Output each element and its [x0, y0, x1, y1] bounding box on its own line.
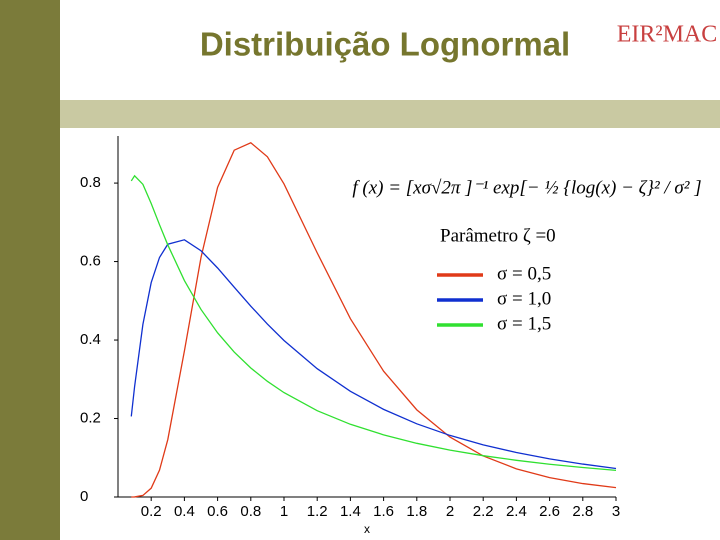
series-line — [130, 174, 617, 472]
x-tick-label: 1.6 — [373, 503, 394, 520]
slide-title: Distribuição Lognormal — [200, 26, 570, 63]
series-line — [130, 239, 617, 470]
x-tick-label: 2.6 — [539, 503, 560, 520]
x-tick-label: 3 — [612, 503, 620, 520]
x-tick-label: 0.4 — [174, 503, 195, 520]
side-bar — [0, 0, 60, 540]
y-tick-label: 0.8 — [80, 174, 101, 191]
legend-title: Parâmetro ζ =0 — [440, 225, 556, 246]
x-tick-label: 1.4 — [340, 503, 361, 520]
x-tick-label: 1.2 — [307, 503, 328, 520]
series-line — [131, 141, 617, 498]
x-tick-label: 1 — [280, 503, 288, 520]
x-tick-label: 2 — [446, 503, 454, 520]
legend-label: σ = 1,5 — [497, 313, 551, 334]
x-tick-label: 2.4 — [506, 503, 527, 520]
x-tick-label: 2.2 — [473, 503, 494, 520]
logo: EIR²MAC — [617, 22, 718, 48]
x-axis-label: x — [364, 522, 370, 536]
header-band — [60, 100, 720, 128]
y-tick-label: 0.2 — [80, 409, 101, 426]
x-tick-label: 2.8 — [572, 503, 593, 520]
x-tick-label: 0.6 — [207, 503, 228, 520]
x-tick-label: 1.8 — [406, 503, 427, 520]
x-tick-label: 0.8 — [240, 503, 261, 520]
y-tick-label: 0.6 — [80, 253, 101, 270]
x-tick-label: 0.2 — [141, 503, 162, 520]
y-tick-label: 0.4 — [80, 331, 101, 348]
y-tick-label: 0 — [80, 488, 88, 505]
formula: f (x) = [xσ√2π ]⁻¹ exp[− ½ {log(x) − ζ}²… — [352, 177, 701, 198]
legend-label: σ = 1,0 — [497, 288, 551, 309]
legend-label: σ = 0,5 — [497, 263, 551, 284]
